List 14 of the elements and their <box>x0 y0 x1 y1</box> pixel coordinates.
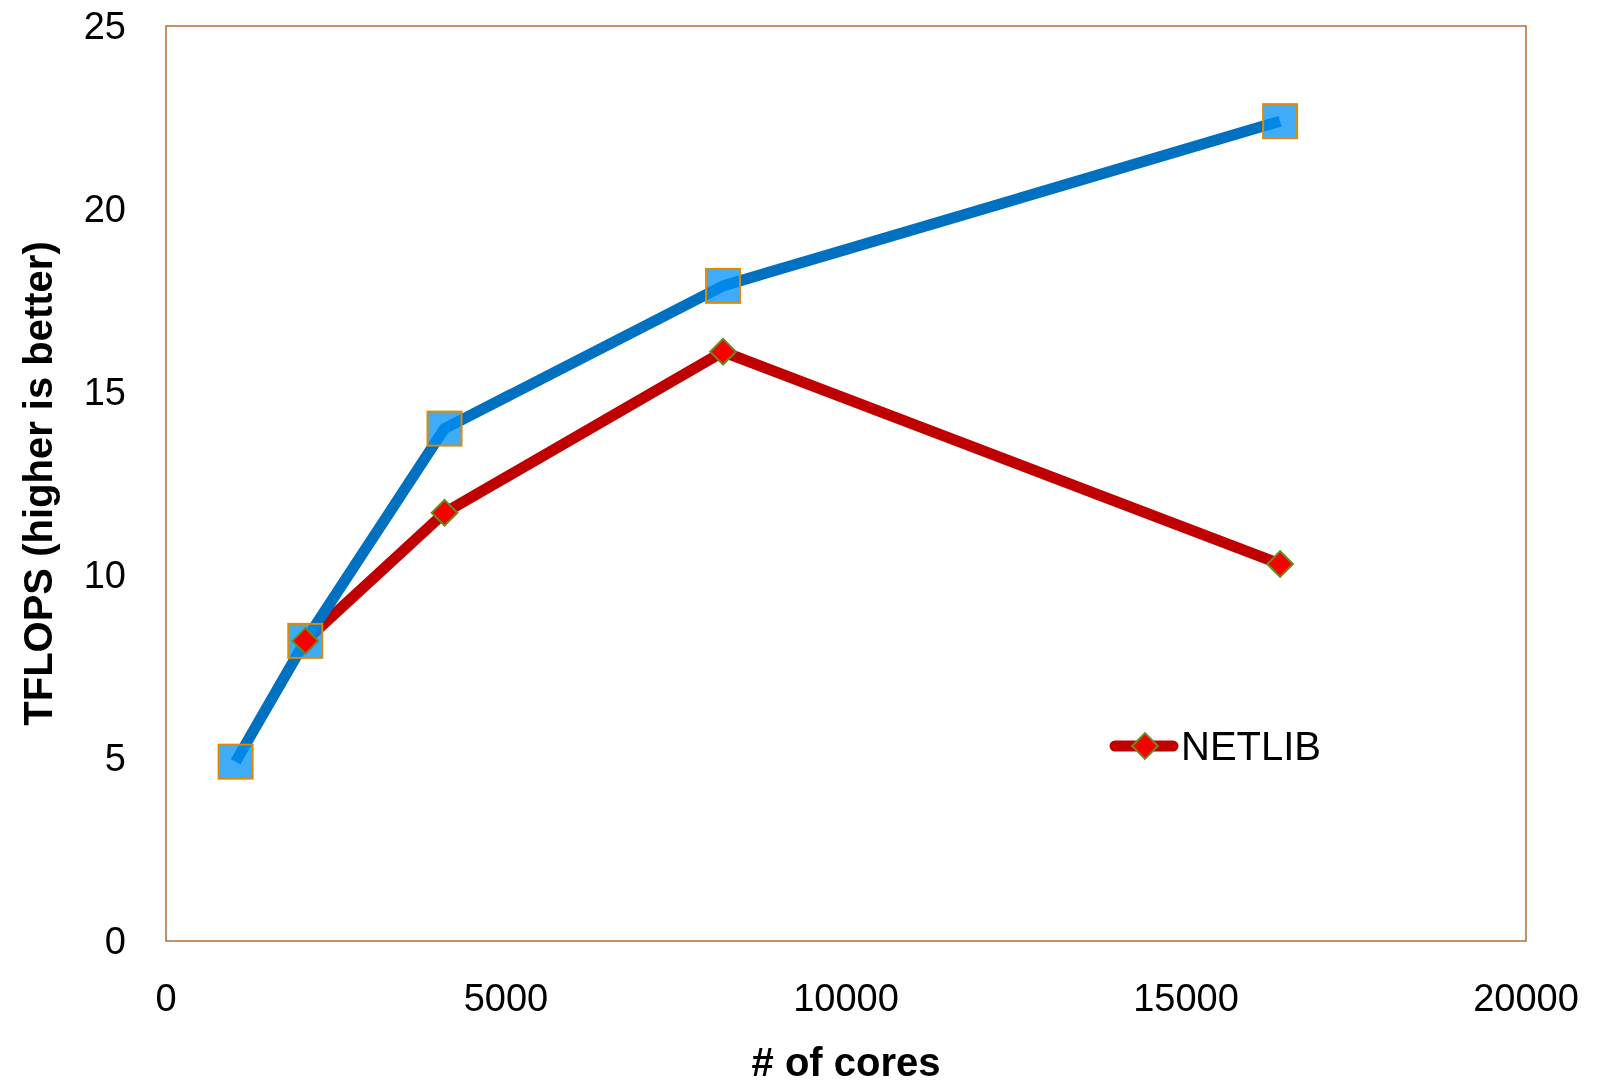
legend-label: NETLIB <box>1181 724 1322 768</box>
x-tick-label: 15000 <box>1133 977 1239 1019</box>
x-tick-label: 10000 <box>793 977 899 1019</box>
x-axis-title: # of cores <box>751 1040 941 1084</box>
y-tick-label: 0 <box>104 920 126 963</box>
y-axis-title: TFLOPS (higher is better) <box>16 241 60 726</box>
y-tick-label: 15 <box>83 371 126 414</box>
y-tick-label: 5 <box>104 737 126 780</box>
x-tick-label: 20000 <box>1473 977 1579 1019</box>
x-tick-label: 5000 <box>463 977 549 1019</box>
x-tick-label: 0 <box>155 977 177 1019</box>
y-tick-label: 20 <box>83 188 126 231</box>
y-tick-label: 10 <box>83 554 126 597</box>
y-tick-label: 25 <box>83 5 126 48</box>
